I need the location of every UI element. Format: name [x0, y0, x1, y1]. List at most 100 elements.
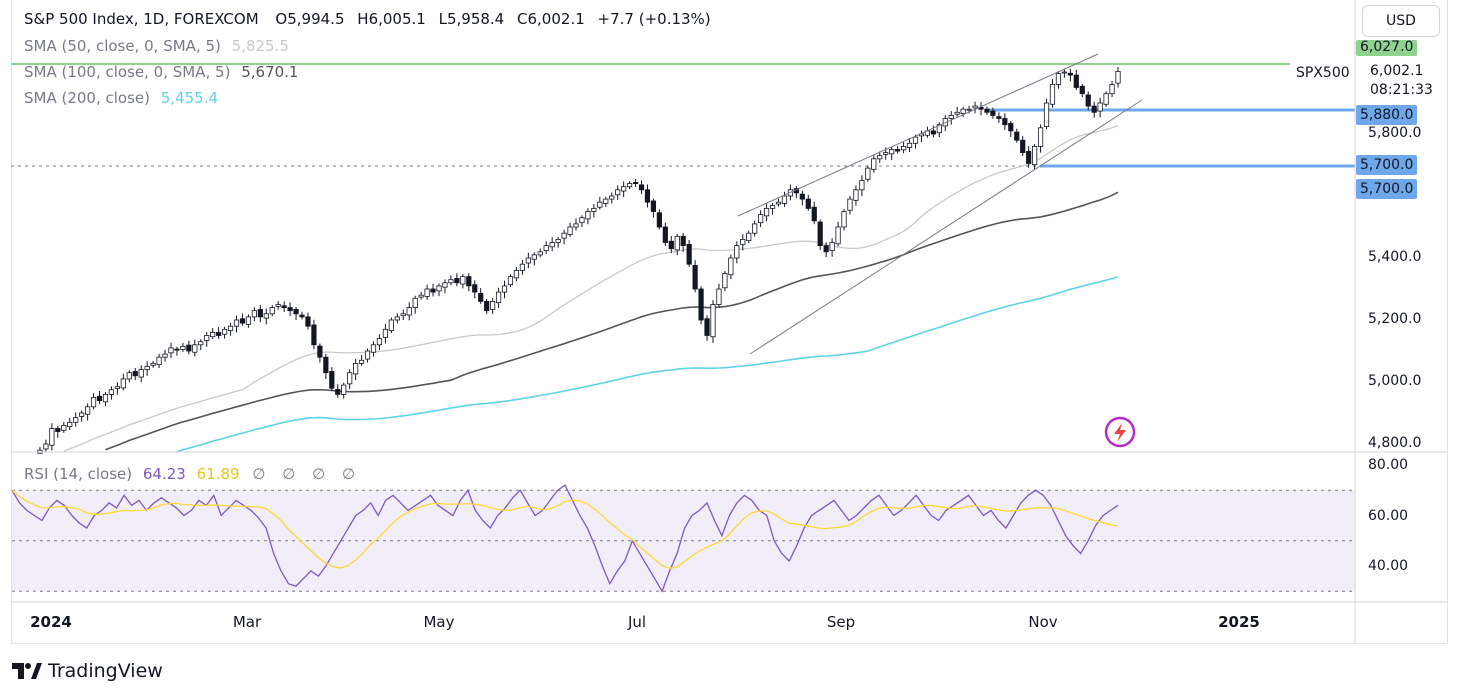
candle-body	[656, 212, 662, 228]
candle-body	[859, 180, 865, 191]
candle-body	[472, 284, 478, 293]
candle-body	[746, 232, 752, 242]
candle-body	[85, 406, 91, 415]
candle-body	[180, 345, 186, 350]
candle-body	[829, 242, 835, 251]
candle-body	[192, 344, 198, 353]
candle-body	[1061, 71, 1067, 74]
date-axis-may: May	[423, 613, 455, 631]
rsi-axis-80: 80.00	[1368, 457, 1409, 473]
candle-body	[775, 201, 782, 205]
candle-body	[567, 226, 573, 235]
candle-body	[162, 353, 168, 358]
candle-body	[1020, 139, 1026, 153]
candle-body	[90, 397, 97, 408]
candle-body	[1115, 70, 1121, 84]
date-axis-2025: 2025	[1218, 613, 1260, 631]
candle-body	[525, 257, 531, 264]
date-axis-2024: 2024	[30, 613, 72, 631]
candle-body	[495, 291, 502, 304]
candle-body	[823, 245, 829, 253]
price-legend: S&P 500 Index, 1D, FOREXCOM O5,994.5 H6,…	[24, 10, 711, 28]
candle-body	[996, 116, 1002, 119]
rsi-legend[interactable]: RSI (14, close) 64.23 61.89 ∅ ∅ ∅ ∅	[24, 465, 355, 483]
candle-body	[519, 263, 525, 271]
sma100-line	[105, 191, 1119, 451]
tradingview-logo[interactable]: TradingView	[12, 660, 163, 682]
candle-body	[817, 221, 823, 246]
candle-body	[478, 292, 484, 302]
ohlc-close: 6,002.1	[527, 10, 585, 28]
candle-body	[245, 316, 252, 325]
candle-body	[674, 235, 680, 251]
candle-body	[126, 372, 132, 380]
sma200-legend[interactable]: SMA (200, close) 5,455.4	[24, 89, 218, 107]
sma200-value: 5,455.4	[160, 89, 219, 107]
candle-body	[436, 285, 442, 292]
candle-body	[1014, 131, 1020, 141]
support-5700-tag-secondary[interactable]: 5,700.0	[1356, 179, 1418, 199]
candle-body	[275, 304, 281, 307]
candle-body	[1049, 84, 1056, 105]
candle-body	[490, 300, 496, 310]
candle-body	[644, 189, 651, 203]
channel-lower-line	[749, 99, 1143, 355]
chart-frame	[11, 0, 1448, 644]
sma50-legend[interactable]: SMA (50, close, 0, SMA, 5) 5,825.5	[24, 37, 289, 55]
candle-body	[168, 347, 174, 354]
candle-body	[680, 235, 686, 247]
candle-body	[984, 108, 990, 113]
candle-body	[484, 300, 490, 312]
candle-body	[418, 294, 424, 298]
candle-body	[186, 344, 192, 352]
candle-body	[108, 389, 115, 395]
candle-body	[239, 318, 246, 324]
candle-body	[216, 331, 222, 336]
candle-body	[728, 257, 734, 276]
candle-body	[1043, 102, 1050, 127]
symbol-tag: SPX500	[1296, 65, 1350, 81]
candle-body	[591, 207, 597, 212]
candle-body	[67, 421, 73, 428]
candle-body	[555, 238, 561, 243]
price-axis-5800: 5,800.0	[1368, 125, 1422, 141]
candle-body	[561, 232, 567, 239]
candle-body	[323, 356, 329, 374]
candle-body	[61, 424, 67, 431]
support-5880-tag[interactable]: 5,880.0	[1356, 105, 1418, 125]
candle-body	[531, 254, 537, 260]
candle-body	[507, 276, 514, 286]
candle-body	[621, 186, 627, 192]
candle-body	[382, 328, 389, 338]
sma50-value: 5,825.5	[231, 37, 289, 55]
currency-button[interactable]: USD	[1362, 5, 1440, 37]
candle-body	[632, 181, 639, 185]
lightning-icon	[1104, 416, 1136, 448]
candle-body	[269, 307, 275, 315]
candle-body	[287, 307, 293, 312]
resistance-price-tag[interactable]: 6,027.0	[1356, 40, 1418, 56]
candle-body	[454, 278, 460, 284]
candle-body	[811, 206, 817, 222]
candle-body	[174, 348, 180, 351]
candle-body	[936, 124, 942, 134]
candle-body	[466, 276, 472, 287]
candle-body	[1037, 127, 1044, 147]
candle-body	[43, 443, 49, 450]
support-5700-tag[interactable]: 5,700.0	[1356, 155, 1418, 175]
candle-body	[305, 316, 311, 327]
candle-body	[1073, 74, 1079, 88]
candle-body	[150, 362, 156, 366]
sma100-legend[interactable]: SMA (100, close, 0, SMA, 5) 5,670.1	[24, 63, 298, 81]
candle-body	[55, 428, 61, 432]
candle-body	[900, 145, 907, 151]
candle-body	[102, 393, 109, 403]
candle-body	[847, 198, 853, 211]
candle-body	[1079, 85, 1085, 95]
candle-body	[799, 193, 805, 200]
candle-body	[603, 198, 609, 204]
candle-body	[758, 214, 764, 224]
rsi-placeholder-3: ∅	[312, 465, 326, 483]
candle-body	[263, 313, 269, 319]
